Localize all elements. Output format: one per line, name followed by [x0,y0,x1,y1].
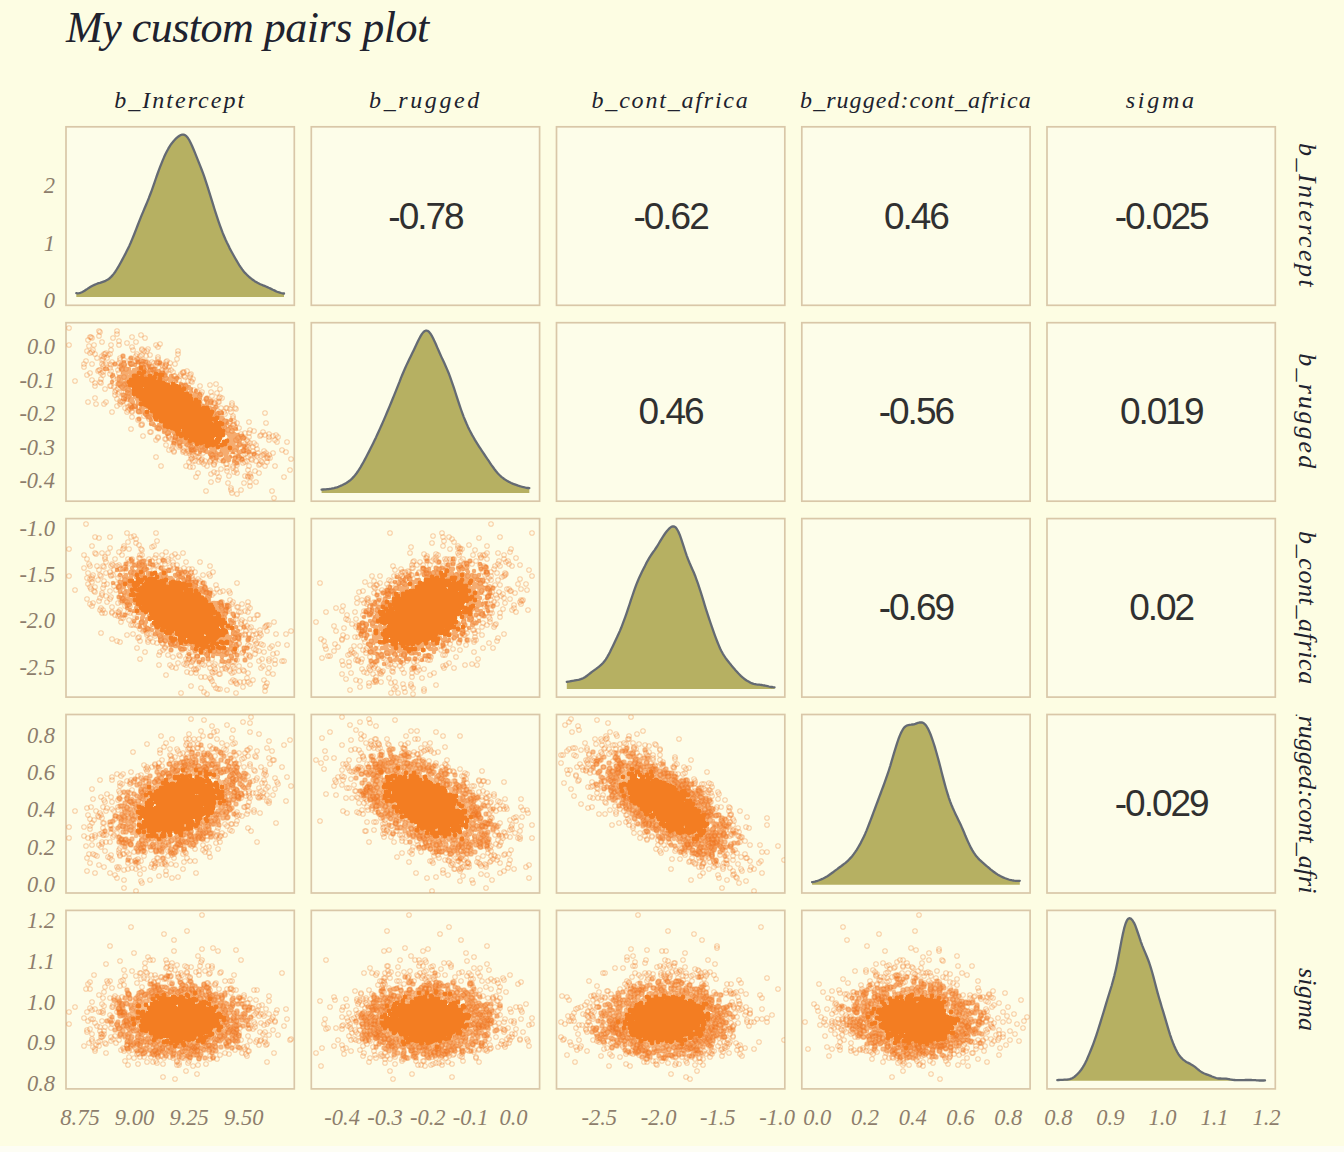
svg-text:b_rugged:cont_africa: b_rugged:cont_africa [800,87,1032,113]
svg-text:b_Intercept: b_Intercept [114,87,246,113]
svg-text:-1.0: -1.0 [759,1105,795,1130]
svg-text:0: 0 [44,288,55,313]
svg-text:1.2: 1.2 [1252,1105,1280,1130]
svg-text:-0.2: -0.2 [410,1105,446,1130]
svg-text:-0.3: -0.3 [19,435,55,460]
svg-text:-0.3: -0.3 [367,1105,403,1130]
svg-text:b_Intercept: b_Intercept [1293,143,1322,289]
svg-text:1.2: 1.2 [27,908,55,933]
svg-text:0.8: 0.8 [27,723,55,748]
svg-text:-1.0: -1.0 [19,516,55,541]
svg-text:b_rugged: b_rugged [1293,353,1322,470]
svg-text:-1.5: -1.5 [700,1105,736,1130]
svg-text:-2.5: -2.5 [19,655,55,680]
svg-text:0.02: 0.02 [1129,587,1193,628]
svg-text:-1.5: -1.5 [19,562,55,587]
svg-text:0.8: 0.8 [1044,1105,1072,1130]
svg-text:-0.1: -0.1 [19,368,55,393]
svg-text:1.1: 1.1 [27,949,55,974]
svg-text:-0.025: -0.025 [1115,196,1209,237]
svg-text:-2.0: -2.0 [641,1105,677,1130]
svg-text:0.8: 0.8 [27,1071,55,1096]
svg-text:b_rugged:cont_africa: b_rugged:cont_africa [1293,690,1322,918]
svg-text:1.1: 1.1 [1200,1105,1228,1130]
svg-text:0.019: 0.019 [1120,391,1203,432]
svg-text:0.9: 0.9 [1096,1105,1124,1130]
svg-text:0.0: 0.0 [27,872,55,897]
svg-text:-0.029: -0.029 [1115,783,1208,824]
svg-text:b_cont_africa: b_cont_africa [1293,531,1322,685]
svg-text:9.00: 9.00 [115,1105,154,1130]
svg-text:-0.4: -0.4 [324,1105,360,1130]
svg-text:0.0: 0.0 [499,1105,527,1130]
svg-text:1: 1 [44,231,55,256]
svg-text:-0.2: -0.2 [19,401,55,426]
svg-text:0.6: 0.6 [27,760,56,785]
svg-text:-0.1: -0.1 [453,1105,489,1130]
svg-text:sigma: sigma [1293,968,1322,1031]
svg-text:0.46: 0.46 [884,196,948,237]
svg-text:sigma: sigma [1126,87,1197,113]
svg-text:-0.78: -0.78 [388,196,463,237]
svg-text:0.8: 0.8 [994,1105,1022,1130]
svg-text:-0.4: -0.4 [19,468,55,493]
svg-text:0.46: 0.46 [639,391,703,432]
svg-text:0.0: 0.0 [803,1105,831,1130]
svg-text:-0.62: -0.62 [633,196,708,237]
svg-text:My custom pairs plot: My custom pairs plot [65,3,431,52]
svg-text:0.0: 0.0 [27,334,55,359]
svg-text:0.4: 0.4 [27,797,55,822]
svg-text:-0.69: -0.69 [879,587,954,628]
svg-text:-2.5: -2.5 [581,1105,617,1130]
svg-text:-2.0: -2.0 [19,608,55,633]
svg-text:1.0: 1.0 [1148,1105,1176,1130]
svg-text:0.9: 0.9 [27,1030,55,1055]
svg-text:2: 2 [44,173,55,198]
svg-text:9.25: 9.25 [169,1105,208,1130]
svg-text:0.2: 0.2 [851,1105,879,1130]
svg-text:8.75: 8.75 [60,1105,99,1130]
svg-text:0.2: 0.2 [27,835,55,860]
svg-text:-0.56: -0.56 [879,391,954,432]
svg-text:9.50: 9.50 [224,1105,263,1130]
svg-text:0.4: 0.4 [899,1105,927,1130]
svg-text:b_rugged: b_rugged [369,87,482,113]
svg-text:1.0: 1.0 [27,990,55,1015]
svg-text:b_cont_africa: b_cont_africa [592,87,750,113]
svg-text:0.6: 0.6 [946,1105,975,1130]
